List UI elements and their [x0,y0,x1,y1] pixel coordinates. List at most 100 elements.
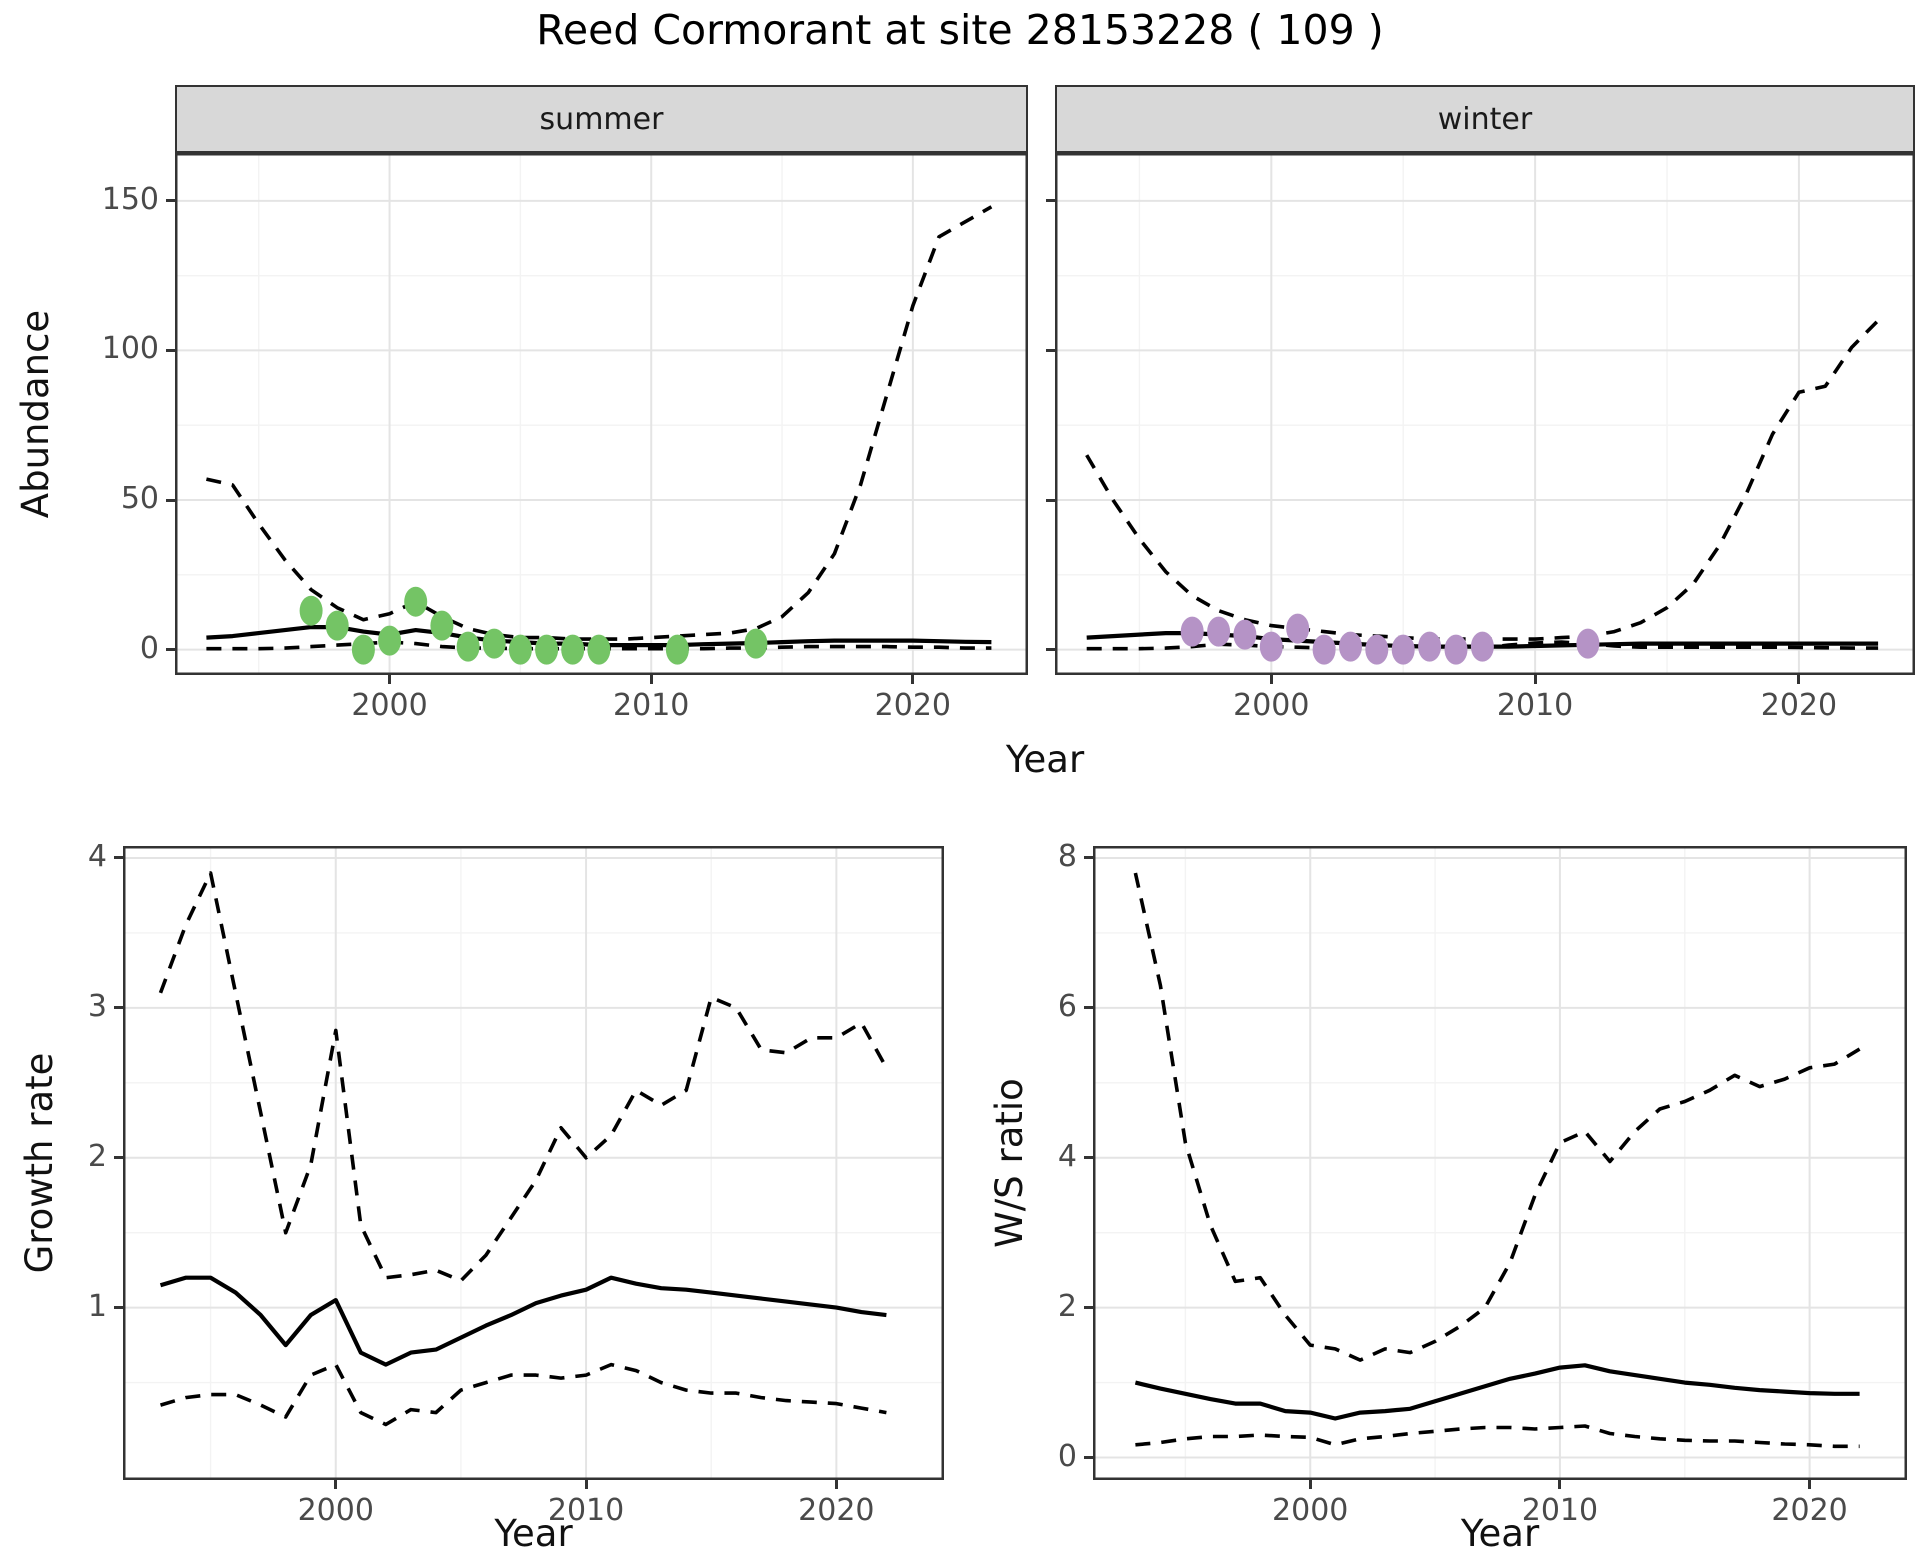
y-tick-mark [1084,1156,1093,1160]
x-tick-label: 2010 [1496,688,1574,723]
data-point-observed_counts_winter [1233,619,1257,650]
x-axis-title-year-top: Year [1005,738,1085,781]
facet-strip-summer: summer [175,85,1028,153]
series-median [159,1275,887,1367]
data-point-observed_counts_winter [1576,628,1600,659]
y-tick-label: 8 [1057,838,1077,874]
data-point-observed_counts_summer [508,634,532,665]
data-point-observed_counts_summer [665,634,689,665]
data-point-observed_counts_summer [561,634,585,665]
series-upper_ci [158,871,888,1283]
x-axis-title-year-ws: Year [1460,1512,1540,1555]
y-tick-label: 150 [101,181,159,217]
data-point-observed_counts_winter [1391,634,1415,665]
y-tick-label: 4 [1057,1138,1077,1174]
y-tick-mark [1046,648,1055,652]
y-tick-label: 0 [1057,1438,1077,1474]
x-tick-label: 2020 [874,688,952,723]
y-tick-label: 3 [87,988,107,1024]
y-tick-label: 1 [87,1288,107,1324]
facet-label-winter: winter [1437,101,1533,137]
x-tick-mark [584,1480,588,1489]
data-point-observed_counts_winter [1365,634,1389,665]
y-tick-label: 2 [1057,1288,1077,1324]
y-tick-mark [114,1156,123,1160]
data-point-observed_counts_winter [1470,631,1494,662]
x-tick-label: 2010 [613,688,690,723]
x-tick-label: 2020 [798,1493,875,1528]
series-median [1134,1363,1860,1421]
data-point-observed_counts_summer [744,628,768,659]
x-tick-label: 2000 [1233,688,1310,723]
panel-abundance-summer [175,153,1028,675]
series-upper_ci [1085,319,1880,641]
data-point-observed_counts_summer [430,610,454,641]
x-tick-label: 2020 [1760,688,1838,723]
y-axis-title-abundance: Abundance [14,309,57,519]
panel-growth-rate [123,846,944,1480]
x-tick-mark [1533,675,1537,684]
data-point-observed_counts_winter [1207,616,1231,647]
facet-strip-winter: winter [1055,85,1915,153]
panel-border [123,846,944,1480]
data-point-observed_counts_winter [1180,616,1204,647]
data-point-observed_counts_winter [1312,634,1336,665]
data-point-observed_counts_winter [1259,631,1283,662]
y-tick-mark [166,348,175,352]
y-tick-mark [166,648,175,652]
data-point-observed_counts_summer [482,628,506,659]
data-point-observed_counts_winter [1418,631,1442,662]
y-tick-label: 50 [120,481,159,516]
y-tick-mark [1046,498,1055,502]
x-tick-mark [1558,1480,1562,1489]
facet-label-summer: summer [539,101,664,137]
y-tick-mark [114,1006,123,1010]
x-tick-label: 2020 [1771,1493,1848,1528]
data-point-observed_counts_summer [325,610,349,641]
x-tick-label: 2010 [1521,1493,1599,1528]
y-tick-label: 2 [87,1138,107,1174]
x-axis-title-year-growth: Year [494,1512,573,1555]
data-point-observed_counts_winter [1286,613,1310,644]
x-tick-mark [1808,1480,1812,1489]
x-tick-mark [911,675,915,684]
data-point-observed_counts_summer [299,595,323,626]
y-tick-mark [1084,1006,1093,1010]
y-tick-mark [114,1306,123,1310]
data-point-observed_counts_winter [1444,634,1468,665]
y-tick-mark [166,199,175,203]
y-tick-label: 4 [87,838,107,874]
y-tick-label: 0 [139,630,159,666]
y-tick-mark [1084,1306,1093,1310]
panel-border [175,153,1028,675]
data-point-observed_counts_summer [587,634,611,665]
panel-abundance-winter [1055,153,1915,675]
series-lower_ci [159,1362,887,1427]
y-tick-mark [166,498,175,502]
plot-title: Reed Cormorant at site 28153228 ( 109 ) [536,6,1384,54]
y-tick-mark [1046,348,1055,352]
x-tick-mark [388,675,392,684]
x-tick-label: 2000 [297,1493,374,1528]
x-tick-label: 2000 [1272,1493,1349,1528]
x-tick-label: 2000 [351,688,428,723]
x-tick-mark [834,1480,838,1489]
panel-border [1055,153,1915,675]
series-upper_ci [1133,872,1861,1362]
data-point-observed_counts_summer [404,586,428,617]
panel-border [1093,846,1907,1480]
data-point-observed_counts_summer [351,634,375,665]
y-tick-mark [1084,1456,1093,1460]
data-point-observed_counts_summer [456,631,480,662]
x-tick-mark [1308,1480,1312,1489]
x-tick-label: 2010 [547,1493,625,1528]
data-point-observed_counts_summer [535,634,559,665]
y-tick-mark [1046,199,1055,203]
y-tick-mark [1084,856,1093,860]
y-tick-label: 6 [1057,988,1077,1024]
data-point-observed_counts_winter [1339,631,1362,662]
x-tick-mark [334,1480,338,1489]
x-tick-mark [1269,675,1273,684]
y-tick-mark [114,856,123,860]
